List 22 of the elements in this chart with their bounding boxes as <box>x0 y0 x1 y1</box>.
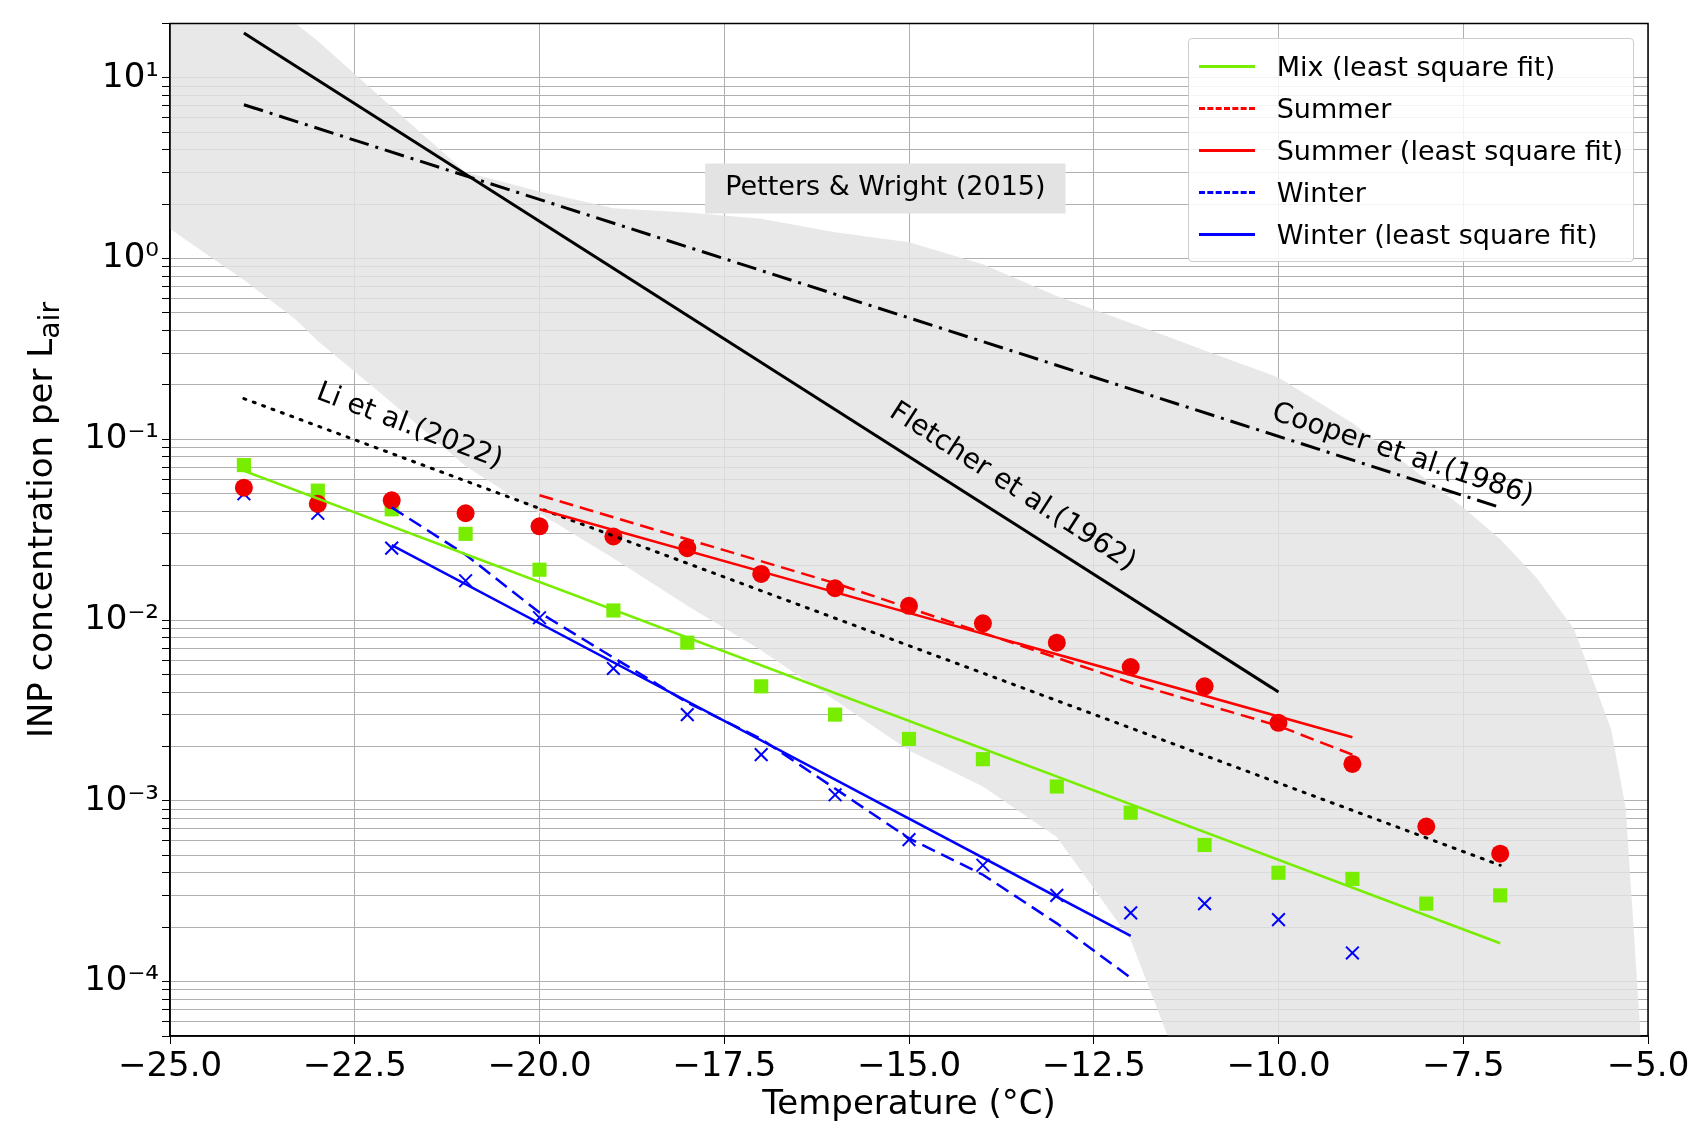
x-axis-title: Temperature (°C) <box>761 1082 1056 1123</box>
x-tick-label: −12.5 <box>1041 1044 1146 1085</box>
legend-label: Mix (least square fit) <box>1276 50 1556 82</box>
x-tick-label: −5.0 <box>1606 1044 1690 1085</box>
x-tick-label: −10.0 <box>1226 1044 1331 1085</box>
legend-label: Summer <box>1276 92 1392 124</box>
x-tick-label: −15.0 <box>856 1044 962 1085</box>
y-tick-label: 10¹ <box>102 54 159 95</box>
y-tick-label: 10⁻¹ <box>84 416 159 457</box>
y-tick-label: 10⁰ <box>102 235 159 276</box>
y-tick-label: 10⁻³ <box>84 777 159 818</box>
x-tick-label: −25.0 <box>117 1044 223 1085</box>
y-tick-label: 10⁻⁴ <box>84 958 159 999</box>
x-tick-label: −17.5 <box>672 1044 777 1085</box>
legend-label: Winter <box>1276 176 1366 208</box>
x-tick-label: −20.0 <box>487 1044 592 1085</box>
legend-label: Summer (least square fit) <box>1276 134 1623 166</box>
legend-label: Winter (least square fit) <box>1276 218 1598 250</box>
y-tick-label: 10⁻² <box>84 596 159 637</box>
annotation: Petters & Wright (2015) <box>725 170 1046 202</box>
x-tick-label: −22.5 <box>302 1044 407 1085</box>
x-tick-label: −7.5 <box>1421 1044 1505 1085</box>
